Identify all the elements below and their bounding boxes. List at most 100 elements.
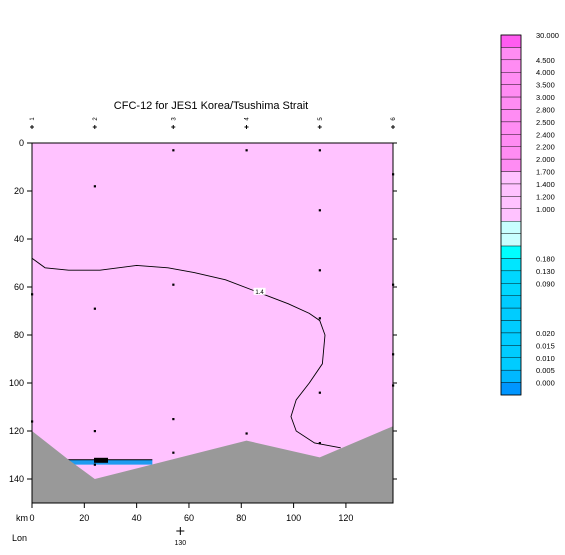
x-tick-label: 0 bbox=[29, 513, 34, 523]
colorbar-swatch bbox=[500, 171, 522, 185]
colorbar-swatch bbox=[500, 332, 522, 346]
chart-title: CFC-12 for JES1 Korea/Tsushima Strait bbox=[114, 100, 308, 112]
colorbar-swatch bbox=[500, 96, 522, 110]
plot-layers: 1.4 bbox=[31, 257, 393, 503]
colorbar-swatch bbox=[500, 369, 522, 383]
colorbar-swatch bbox=[500, 295, 522, 309]
colorbar-swatch bbox=[500, 245, 522, 259]
colorbar-swatch bbox=[500, 47, 522, 61]
colorbar-label: 0.020 bbox=[536, 329, 555, 338]
station-label: 4 bbox=[245, 117, 251, 121]
colorbar-swatch bbox=[500, 34, 522, 48]
sample-point bbox=[318, 442, 321, 445]
station-label: 6 bbox=[391, 117, 397, 121]
colorbar-label: 4.500 bbox=[536, 56, 555, 65]
sample-point bbox=[392, 173, 395, 176]
colorbar-swatch bbox=[500, 345, 522, 358]
colorbar-border bbox=[500, 34, 522, 396]
station-label: 2 bbox=[93, 117, 99, 121]
y-tick-label: 80 bbox=[14, 330, 24, 340]
contour-label-box bbox=[253, 287, 266, 295]
colorbar-swatch bbox=[500, 320, 522, 334]
colorbar-swatch bbox=[500, 357, 522, 371]
plot-border bbox=[31, 142, 394, 504]
field-fill bbox=[32, 143, 393, 503]
sample-point bbox=[93, 463, 96, 466]
colorbar-label: 1.200 bbox=[536, 192, 555, 201]
sample-points bbox=[31, 149, 395, 466]
y-tick-label: 100 bbox=[9, 378, 24, 388]
x-tick-label: 80 bbox=[236, 513, 246, 523]
station-markers: 1 2 3 4 5 6 bbox=[30, 117, 397, 129]
sample-point bbox=[31, 293, 34, 296]
colorbar-label: 0.010 bbox=[536, 354, 555, 363]
contour-line bbox=[31, 257, 341, 449]
sample-point bbox=[318, 209, 321, 212]
colorbar-swatch bbox=[500, 258, 522, 272]
lon-tick-label: 130 bbox=[174, 540, 186, 547]
colorbar-label: 1.000 bbox=[536, 205, 555, 214]
x-tick-label: 20 bbox=[79, 513, 89, 523]
y-axis: 0 20 40 60 80 100 120 140 bbox=[9, 138, 397, 484]
sample-point bbox=[93, 430, 96, 433]
colorbar-label: 0.015 bbox=[536, 341, 555, 350]
colorbar-label: 2.200 bbox=[536, 143, 555, 152]
x-tick-label: 120 bbox=[338, 513, 353, 523]
x-tick-label: 40 bbox=[132, 513, 142, 523]
station-label: 3 bbox=[171, 117, 177, 121]
sample-point bbox=[172, 451, 175, 454]
lon-axis: 130 bbox=[174, 527, 186, 547]
sample-point bbox=[245, 432, 248, 435]
sample-point bbox=[318, 149, 321, 152]
sample-point bbox=[93, 307, 96, 310]
y-tick-label: 140 bbox=[9, 474, 24, 484]
sample-point bbox=[31, 420, 34, 423]
y-tick-label: 40 bbox=[14, 234, 24, 244]
sample-point bbox=[318, 269, 321, 272]
lon-axis-label: Lon bbox=[12, 533, 27, 543]
colorbar-swatch bbox=[500, 221, 522, 234]
colorbar-swatch bbox=[500, 183, 522, 197]
colorbar-swatch bbox=[500, 283, 522, 296]
colorbar-label: 1.700 bbox=[536, 168, 555, 177]
sample-point bbox=[392, 353, 395, 356]
y-tick-label: 20 bbox=[14, 186, 24, 196]
colorbar-label: 0.130 bbox=[536, 267, 555, 276]
sample-point bbox=[172, 149, 175, 152]
colorbar-swatch bbox=[500, 146, 522, 160]
sample-point bbox=[245, 149, 248, 152]
colorbar-swatch bbox=[500, 121, 522, 135]
sample-point bbox=[318, 391, 321, 394]
sample-point bbox=[172, 283, 175, 286]
colorbar-swatch bbox=[500, 270, 522, 284]
station-label: 5 bbox=[318, 117, 324, 121]
low-region-label-mark bbox=[94, 457, 109, 463]
colorbar: 30.000 4.500 4.000 3.500 3.000 2.800 2.500 2.40… bbox=[500, 31, 559, 396]
colorbar-label: 0.090 bbox=[536, 279, 555, 288]
station-label: 1 bbox=[30, 117, 36, 121]
bottom-terrain bbox=[32, 426, 393, 503]
colorbar-swatch bbox=[500, 307, 522, 321]
plot-background bbox=[32, 143, 393, 503]
colorbar-swatch bbox=[500, 109, 522, 123]
sample-point bbox=[318, 317, 321, 320]
colorbar-swatch bbox=[500, 84, 522, 98]
plot-frame bbox=[31, 142, 394, 504]
colorbar-swatch bbox=[500, 158, 522, 172]
sample-point bbox=[392, 384, 395, 387]
sample-point bbox=[172, 418, 175, 421]
y-tick-label: 0 bbox=[19, 138, 24, 148]
sample-point bbox=[93, 185, 96, 188]
colorbar-label: 4.000 bbox=[536, 68, 555, 77]
colorbar-label: 3.000 bbox=[536, 93, 555, 102]
x-tick-label: 100 bbox=[286, 513, 301, 523]
colorbar-swatch bbox=[500, 196, 522, 209]
colorbar-label: 0.000 bbox=[536, 379, 555, 388]
x-tick-label: 60 bbox=[184, 513, 194, 523]
colorbar-label: 1.400 bbox=[536, 180, 555, 189]
colorbar-label: 2.000 bbox=[536, 155, 555, 164]
colorbar-swatch bbox=[500, 382, 522, 396]
x-axis-unit-label: km bbox=[16, 513, 28, 523]
y-tick-label: 60 bbox=[14, 282, 24, 292]
